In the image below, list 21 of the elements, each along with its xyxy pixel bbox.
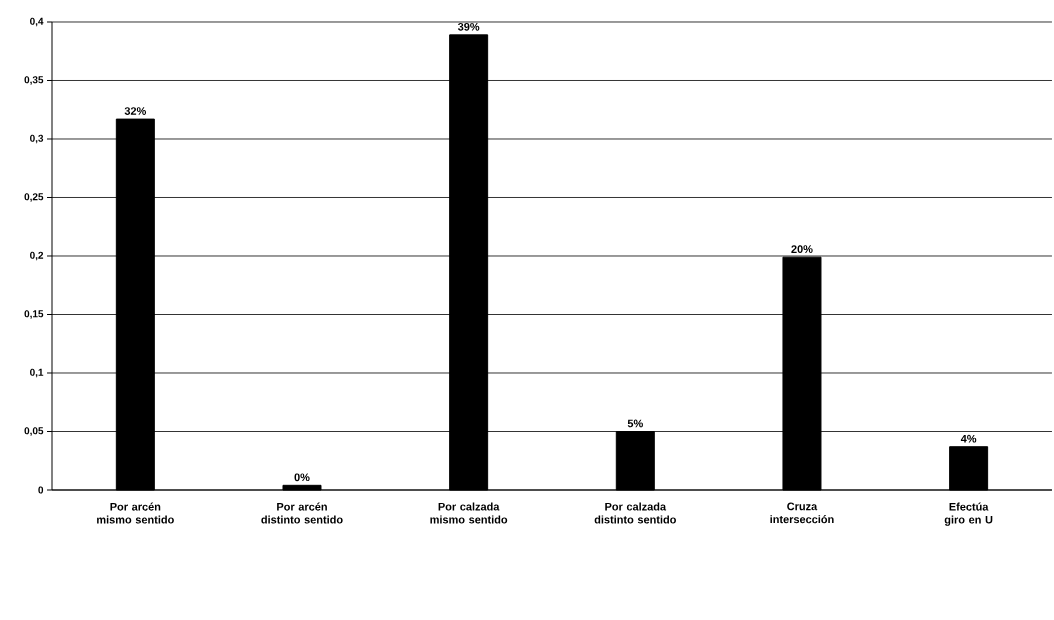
y-tick-label: 0,35 [24, 76, 44, 85]
data-label: 32% [124, 107, 146, 115]
data-label: 4% [960, 434, 977, 443]
y-tick-label: 0,3 [30, 134, 44, 144]
x-tick-label: Por calzada distinto sentido [594, 502, 676, 524]
y-tick-label: 0,1 [30, 368, 44, 378]
y-tick-label: 0,4 [30, 17, 44, 27]
data-label: 39% [457, 22, 480, 31]
x-tick-label: Por arcén mismo sentido [97, 502, 174, 524]
x-tick-label: Por calzada mismo sentido [430, 502, 508, 524]
data-label: 5% [627, 419, 643, 428]
y-tick-label: 0,2 [30, 251, 44, 261]
x-tick-label: Cruza intersección [770, 502, 834, 524]
y-tick-label: 0,25 [24, 193, 44, 202]
data-label: 0% [294, 473, 310, 482]
data-label: 20% [791, 245, 813, 253]
y-tick-label: 0,15 [24, 310, 44, 319]
x-tick-label: Por arcén distinto sentido [261, 502, 343, 524]
x-tick-label: Efectúa giro en U [944, 502, 993, 526]
y-tick-label: 0,05 [24, 427, 44, 436]
y-tick-label: 0 [38, 486, 44, 494]
